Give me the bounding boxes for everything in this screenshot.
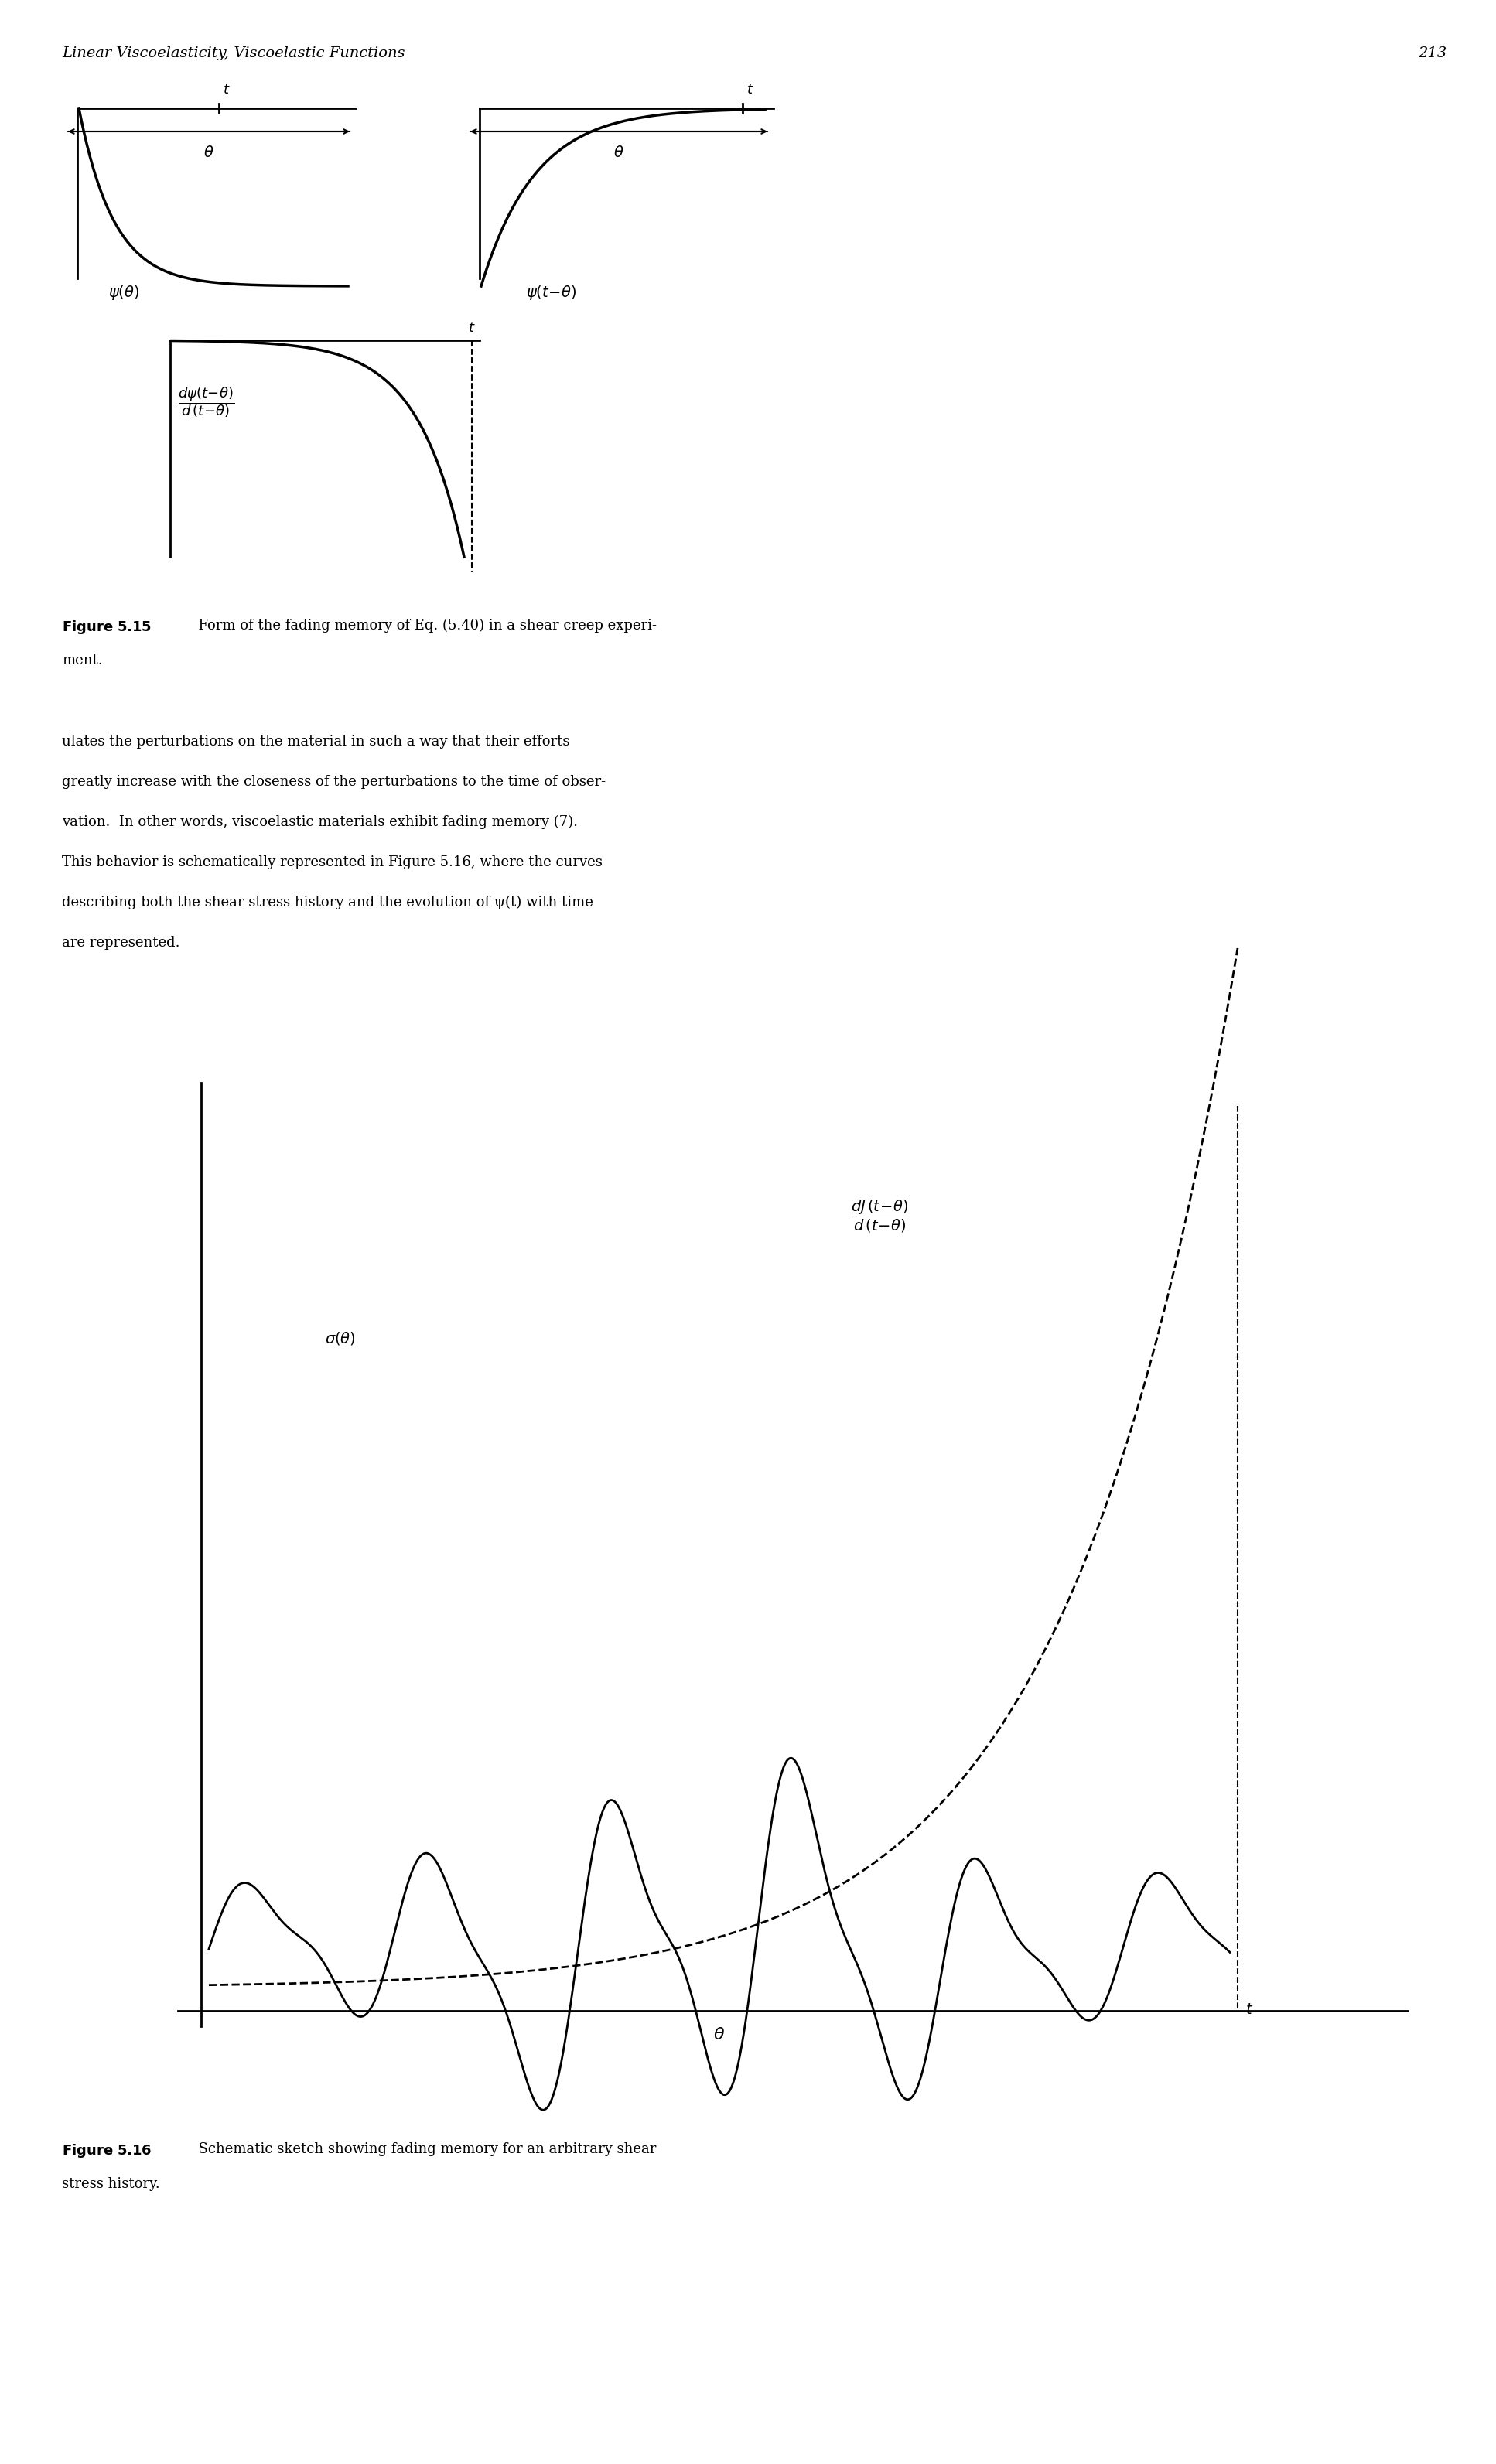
Text: $\dfrac{dJ\,(t\!-\!\theta)}{d\,(t\!-\!\theta)}$: $\dfrac{dJ\,(t\!-\!\theta)}{d\,(t\!-\!\t… [851,1200,910,1234]
Text: $t$: $t$ [1245,2003,1254,2018]
Text: greatly increase with the closeness of the perturbations to the time of obser-: greatly increase with the closeness of t… [61,776,606,788]
Text: $\dfrac{d\psi(t\!-\!\theta)}{d\,(t\!-\!\theta)}$: $\dfrac{d\psi(t\!-\!\theta)}{d\,(t\!-\!\… [178,384,235,419]
Text: Linear Viscoelasticity, Viscoelastic Functions: Linear Viscoelasticity, Viscoelastic Fun… [61,47,405,59]
Text: $t$: $t$ [468,320,476,335]
Text: $\theta$: $\theta$ [613,145,624,160]
Text: $\psi(t\!-\!\theta)$: $\psi(t\!-\!\theta)$ [527,283,577,301]
Text: $t$: $t$ [223,84,230,96]
Text: This behavior is schematically represented in Figure 5.16, where the curves: This behavior is schematically represent… [61,855,603,870]
Text: $\sigma(\theta)$: $\sigma(\theta)$ [325,1331,356,1345]
Text: $\mathbf{Figure\ 5.15}$: $\mathbf{Figure\ 5.15}$ [61,618,151,636]
Text: Form of the fading memory of Eq. (5.40) in a shear creep experi-: Form of the fading memory of Eq. (5.40) … [190,618,657,633]
Text: are represented.: are represented. [61,936,180,949]
Text: ment.: ment. [61,653,103,668]
Text: describing both the shear stress history and the evolution of ψ(t) with time: describing both the shear stress history… [61,894,594,909]
Text: $\psi(\theta)$: $\psi(\theta)$ [108,283,139,301]
Text: ulates the perturbations on the material in such a way that their efforts: ulates the perturbations on the material… [61,734,570,749]
Text: $\theta$: $\theta$ [203,145,214,160]
Text: $\mathbf{Figure\ 5.16}$: $\mathbf{Figure\ 5.16}$ [61,2141,153,2158]
Text: vation.  In other words, viscoelastic materials exhibit fading memory (7).: vation. In other words, viscoelastic mat… [61,816,577,830]
Text: $t$: $t$ [747,84,754,96]
Text: 213: 213 [1418,47,1447,59]
Text: $\theta$: $\theta$ [714,2025,726,2043]
Text: stress history.: stress history. [61,2178,160,2190]
Text: Schematic sketch showing fading memory for an arbitrary shear: Schematic sketch showing fading memory f… [190,2141,657,2156]
